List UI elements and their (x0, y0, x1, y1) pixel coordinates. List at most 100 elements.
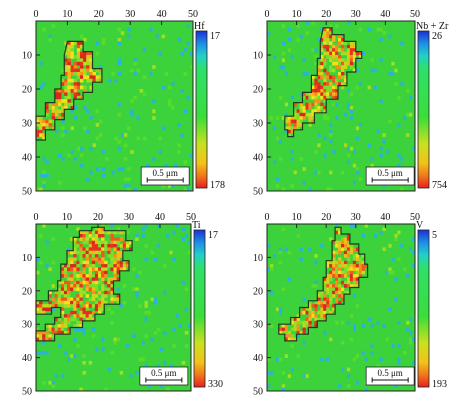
map-pixel (323, 294, 327, 298)
map-pixel (388, 267, 392, 272)
map-pixel (123, 177, 128, 182)
map-pixel (349, 274, 354, 278)
map-pixel (349, 264, 354, 268)
map-pixel (101, 230, 105, 235)
map-pixel (349, 109, 354, 114)
map-pixel (349, 146, 354, 151)
map-pixel (296, 330, 300, 335)
map-pixel (305, 21, 309, 25)
map-pixel (341, 44, 345, 49)
map-pixel (311, 116, 315, 120)
map-pixel (113, 237, 117, 241)
x-tick-label: 50 (186, 212, 196, 223)
map-pixel (98, 65, 103, 69)
map-pixel (61, 99, 65, 103)
map-pixel (166, 234, 170, 238)
map-pixel (73, 300, 77, 305)
map-pixel (79, 95, 84, 100)
map-pixel (91, 290, 96, 295)
map-pixel (36, 300, 40, 305)
map-pixel (91, 257, 96, 262)
map-pixel (89, 61, 93, 66)
map-pixel (287, 334, 291, 338)
x-tick-label: 40 (380, 9, 390, 20)
map-pixel (147, 310, 151, 315)
map-pixel (335, 267, 339, 272)
map-pixel (346, 284, 351, 288)
map-pixel (335, 224, 339, 228)
map-pixel (311, 109, 315, 114)
map-pixel (172, 327, 176, 332)
map-pixel (110, 257, 114, 262)
map-pixel (85, 274, 89, 278)
map-pixel (76, 344, 80, 348)
map-pixel (397, 230, 401, 235)
map-pixel (335, 260, 339, 265)
map-pixel (308, 317, 312, 322)
map-pixel (352, 260, 357, 265)
map-pixel (332, 34, 336, 39)
map-pixel (320, 27, 324, 32)
map-pixel (67, 327, 71, 332)
map-pixel (76, 304, 80, 308)
map-pixel (113, 244, 117, 248)
map-pixel (352, 254, 357, 258)
map-pixel (177, 150, 181, 154)
map-pixel (320, 290, 324, 295)
map-pixel (51, 334, 55, 338)
map-pixel (104, 294, 108, 298)
map-pixel (67, 51, 71, 56)
map-pixel (39, 116, 43, 120)
map-pixel (175, 224, 179, 228)
map-pixel (61, 119, 65, 124)
map-pixel (323, 106, 327, 110)
map-pixel (73, 324, 77, 328)
map-pixel (287, 116, 291, 120)
map-pixel (144, 300, 148, 305)
map-pixel (108, 78, 112, 83)
map-pixel (343, 82, 348, 86)
map-pixel (116, 270, 120, 275)
map-pixel (352, 284, 357, 288)
map-pixel (358, 177, 363, 182)
map-pixel (152, 116, 156, 120)
map-pixel (352, 324, 357, 328)
map-pixel (346, 254, 351, 258)
map-pixel (60, 267, 65, 272)
map-pixel (36, 310, 40, 315)
map-pixel (110, 267, 114, 272)
x-tick-label: 10 (292, 9, 302, 20)
map-pixel (67, 277, 71, 282)
map-pixel (332, 254, 336, 258)
map-pixel (317, 170, 321, 175)
map-pixel (141, 340, 145, 345)
map-pixel (275, 307, 280, 312)
map-pixel (323, 61, 327, 66)
y-tick-label: 20 (22, 286, 32, 297)
map-pixel (73, 237, 77, 241)
map-pixel (111, 170, 115, 175)
map-pixel (355, 247, 360, 252)
map-pixel (412, 337, 416, 342)
map-pixel (358, 270, 363, 275)
map-pixel (163, 264, 167, 268)
map-pixel (67, 41, 71, 46)
map-pixel (113, 257, 117, 262)
map-pixel (119, 254, 124, 258)
map-pixel (317, 294, 321, 298)
map-pixel (153, 257, 158, 262)
map-pixel (275, 136, 280, 141)
map-pixel (142, 136, 147, 141)
map-pixel (329, 34, 333, 39)
x-tick-label: 20 (321, 212, 331, 223)
map-pixel (299, 92, 303, 97)
map-pixel (346, 280, 351, 285)
map-pixel (323, 58, 327, 63)
map-pixel (117, 61, 122, 66)
map-pixel (135, 287, 139, 292)
map-pixel (79, 270, 83, 275)
map-pixel (67, 89, 71, 93)
map-pixel (352, 274, 357, 278)
